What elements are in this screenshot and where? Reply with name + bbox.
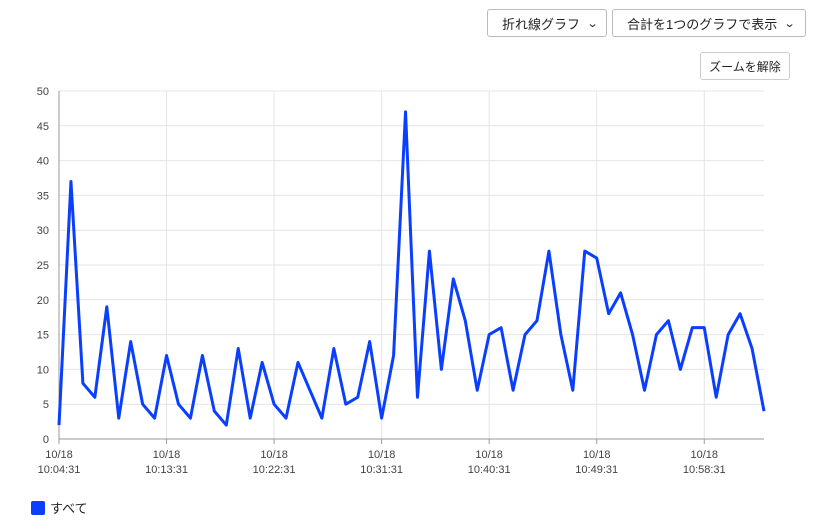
x-tick-label: 10/18 10:49:31 [575,449,618,476]
display-mode-select[interactable]: 合計を1つのグラフで表示 ⌄ [612,9,806,37]
y-tick-label: 35 [37,190,49,202]
y-tick-label: 10 [37,364,49,376]
x-tick-label: 10/18 10:58:31 [683,449,726,476]
y-tick-label: 5 [43,399,49,411]
chevron-down-icon: ⌄ [586,17,599,30]
x-tick-label: 10/18 10:22:31 [253,449,296,476]
legend-label: すべて [50,501,88,516]
chart-legend[interactable]: すべて [31,498,88,517]
display-mode-select-value: 合計を1つのグラフで表示 [627,16,778,32]
y-tick-label: 20 [37,295,49,307]
y-tick-label: 30 [37,225,49,237]
chart-type-select[interactable]: 折れ線グラフ ⌄ [487,9,607,37]
y-axis: 0 5 10 15 20 25 30 35 40 45 50 [37,86,60,446]
y-tick-label: 15 [37,330,49,342]
x-axis: 10/18 10:04:31 10/18 10:13:31 10/18 10:22:31 1… [38,438,764,476]
plot-area [57,110,766,427]
y-tick-label: 40 [37,156,49,168]
reset-zoom-button[interactable]: ズームを解除 [700,52,790,80]
chevron-down-icon: ⌄ [783,17,796,30]
series-line [57,110,766,427]
y-tick-label: 25 [37,260,49,272]
x-tick-label: 10/18 10:13:31 [145,449,188,476]
chart-type-select-value: 折れ線グラフ [502,16,581,32]
y-tick-label: 45 [37,121,49,133]
x-tick-label: 10/18 10:31:31 [360,449,403,476]
y-tick-label: 0 [43,434,49,446]
y-tick-label: 50 [37,86,49,98]
x-tick-label: 10/18 10:40:31 [468,449,511,476]
legend-swatch [31,500,45,515]
x-tick-label: 10/18 10:04:31 [38,449,81,476]
